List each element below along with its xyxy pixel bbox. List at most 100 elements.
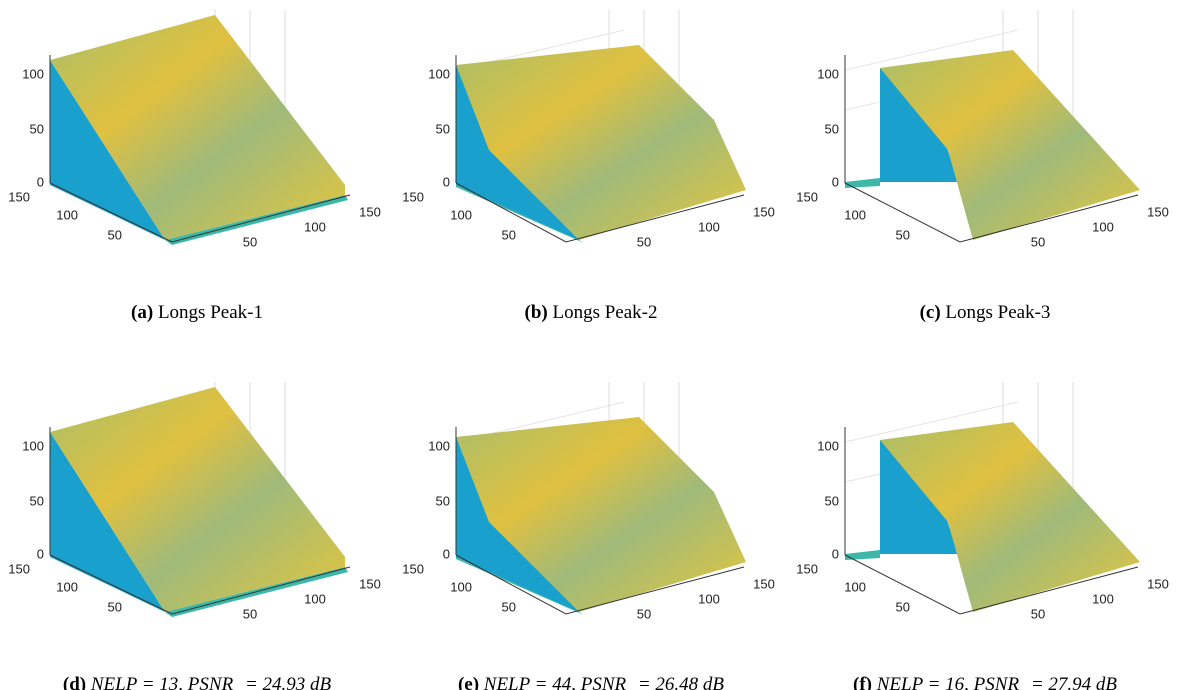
caption-text: = 24.93 dB <box>240 674 331 690</box>
caption-text: a <box>1019 687 1026 690</box>
caption-label: (b) <box>525 302 548 323</box>
caption-text: a <box>626 687 633 690</box>
side-face <box>880 68 958 182</box>
y-tick-label: 50 <box>896 227 910 242</box>
caption-label: (d) <box>63 674 86 690</box>
x-tick-label: 50 <box>243 234 257 249</box>
z-tick-label: 0 <box>37 546 44 561</box>
caption: (e) NELP = 44, PSNRa = 26.48 dB <box>458 674 724 690</box>
grid-line <box>844 29 1019 71</box>
caption: (b) Longs Peak-2 <box>525 302 658 323</box>
x-tick-label: 50 <box>1031 606 1045 621</box>
caption: (a) Longs Peak-1 <box>131 302 263 323</box>
z-tick-label: 0 <box>832 174 839 189</box>
y-tick-label: 100 <box>450 207 472 222</box>
x-tick-label: 150 <box>753 204 775 219</box>
z-tick-label: 100 <box>428 66 450 81</box>
base-axes <box>455 554 745 615</box>
panel: 0 50 100 150 100 50 50 100 150 (e) NELP = 44, PSN… <box>402 382 775 690</box>
surface <box>880 422 1140 612</box>
caption-text: NELP = 13, PSNR <box>90 674 234 690</box>
x-tick-label: 100 <box>304 219 326 234</box>
caption: (d) NELP = 13, PSNRa = 24.93 dB <box>63 674 332 690</box>
caption-label: (a) <box>131 302 153 323</box>
x-tick-label: 50 <box>243 606 257 621</box>
surface <box>456 45 746 240</box>
caption-text: Longs Peak-3 <box>945 302 1050 323</box>
caption-text: Longs Peak-2 <box>552 302 657 323</box>
x-tick-label: 150 <box>1147 204 1169 219</box>
x-tick-label: 100 <box>698 219 720 234</box>
surface <box>456 417 746 612</box>
y-tick-label: 100 <box>450 579 472 594</box>
x-tick-label: 150 <box>753 576 775 591</box>
surface <box>50 15 345 240</box>
caption-text: a <box>233 687 240 690</box>
z-tick-label: 50 <box>436 493 450 508</box>
x-tick-label: 150 <box>359 204 381 219</box>
base-axes <box>455 182 745 243</box>
x-tick-label: 50 <box>637 606 651 621</box>
base-axes <box>844 554 1139 615</box>
x-tick-label: 150 <box>1147 576 1169 591</box>
caption: (f) NELP = 16, PSNRa = 27.94 dB <box>853 674 1117 690</box>
caption-text: Longs Peak-1 <box>158 302 263 323</box>
floor <box>845 178 880 188</box>
z-tick-label: 50 <box>30 493 44 508</box>
caption-label: (f) <box>853 674 872 690</box>
y-tick-label: 50 <box>896 599 910 614</box>
z-tick-label: 100 <box>22 66 44 81</box>
z-tick-label: 50 <box>825 493 839 508</box>
caption-text: = 27.94 dB <box>1026 674 1117 690</box>
caption-text: NELP = 16, PSNR <box>876 674 1020 690</box>
y-tick-label: 150 <box>402 561 424 576</box>
x-tick-label: 50 <box>637 234 651 249</box>
panel: 0 50 100 150 100 50 50 100 150 (b) Longs Peak-2 <box>402 10 775 323</box>
y-tick-label: 150 <box>796 189 818 204</box>
z-tick-label: 50 <box>436 121 450 136</box>
panel: 0 50 100 150 100 50 50 100 150 (a) Longs Peak-1 <box>8 10 381 323</box>
y-tick-label: 100 <box>844 207 866 222</box>
grid-line <box>844 401 1019 443</box>
y-tick-label: 150 <box>796 561 818 576</box>
y-tick-label: 100 <box>56 207 78 222</box>
y-tick-label: 100 <box>56 579 78 594</box>
panel: 0 50 100 150 100 50 50 100 150 (c) Longs Peak-3 <box>796 10 1169 323</box>
surface <box>50 387 345 612</box>
floor <box>845 550 880 560</box>
x-tick-label: 150 <box>359 576 381 591</box>
caption-label: (e) <box>458 674 479 690</box>
x-tick-label: 100 <box>1092 219 1114 234</box>
y-tick-label: 150 <box>8 189 30 204</box>
base-axes <box>49 554 351 615</box>
panel: 0 50 100 150 100 50 50 100 150 (f) NELP = 16, PSN… <box>796 382 1169 690</box>
y-tick-label: 150 <box>402 189 424 204</box>
z-tick-label: 100 <box>22 438 44 453</box>
z-tick-label: 100 <box>428 438 450 453</box>
z-tick-label: 0 <box>443 174 450 189</box>
caption: (c) Longs Peak-3 <box>920 302 1051 323</box>
y-tick-label: 50 <box>502 227 516 242</box>
caption-text: NELP = 44, PSNR <box>483 674 627 690</box>
x-tick-label: 100 <box>304 591 326 606</box>
y-tick-label: 50 <box>502 599 516 614</box>
x-tick-label: 50 <box>1031 234 1045 249</box>
z-tick-label: 50 <box>30 121 44 136</box>
surface <box>880 50 1140 240</box>
side-face <box>880 440 958 554</box>
y-tick-label: 50 <box>108 599 122 614</box>
z-tick-label: 0 <box>37 174 44 189</box>
z-tick-label: 0 <box>443 546 450 561</box>
z-tick-label: 100 <box>817 438 839 453</box>
x-tick-label: 100 <box>698 591 720 606</box>
x-tick-label: 100 <box>1092 591 1114 606</box>
base-axes <box>844 182 1139 243</box>
y-tick-label: 150 <box>8 561 30 576</box>
z-tick-label: 100 <box>817 66 839 81</box>
caption-label: (c) <box>920 302 941 323</box>
caption-text: = 26.48 dB <box>633 674 724 690</box>
panel: 0 50 100 150 100 50 50 100 150 (d) NELP = 13, PSN… <box>8 382 381 690</box>
z-tick-label: 0 <box>832 546 839 561</box>
z-tick-label: 50 <box>825 121 839 136</box>
base-axes <box>49 182 351 243</box>
